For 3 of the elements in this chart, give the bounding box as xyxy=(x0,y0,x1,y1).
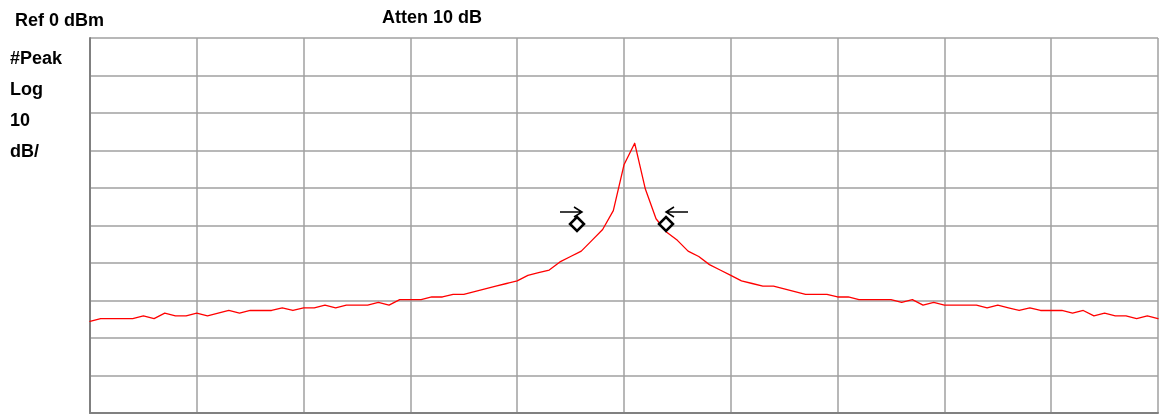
chart-subtitle: Atten 10 dB xyxy=(382,7,483,27)
chart-title: Ref 0 dBm xyxy=(15,10,105,30)
y-axis-title: #Peak Log 10 dB/ xyxy=(10,47,64,161)
